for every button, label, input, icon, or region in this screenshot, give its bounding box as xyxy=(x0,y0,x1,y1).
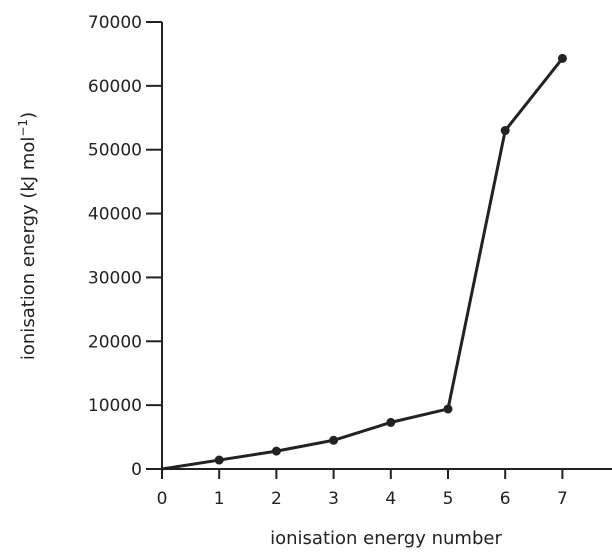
y-tick-label: 30000 xyxy=(88,268,142,288)
y-tick-label: 10000 xyxy=(88,396,142,416)
x-tick-label: 7 xyxy=(557,489,568,509)
data-point xyxy=(386,417,396,427)
y-axis-title-close: ) xyxy=(18,112,39,119)
x-tick-label: 6 xyxy=(500,489,511,509)
y-tick-label: 40000 xyxy=(88,205,142,225)
y-tick-label: 0 xyxy=(131,460,142,480)
data-point xyxy=(500,126,510,136)
data-point xyxy=(329,435,339,445)
x-tick-label: 3 xyxy=(328,489,339,509)
y-axis-title-text: ionisation energy (kJ mol xyxy=(18,137,39,361)
y-tick-label: 60000 xyxy=(88,77,142,97)
x-axis-title: ionisation energy number xyxy=(270,528,502,549)
series-line xyxy=(161,57,564,471)
x-tick-label: 1 xyxy=(214,489,225,509)
data-point xyxy=(214,455,224,465)
data-point xyxy=(557,53,567,63)
x-tick-label: 2 xyxy=(271,489,282,509)
y-tick-label: 70000 xyxy=(88,13,142,33)
data-point xyxy=(271,446,281,456)
y-tick-label: 50000 xyxy=(88,141,142,161)
x-tick-label: 0 xyxy=(157,489,168,509)
data-point xyxy=(443,404,453,414)
y-axis-title: ionisation energy (kJ mol−1) xyxy=(16,112,39,360)
x-tick-label: 4 xyxy=(385,489,396,509)
y-axis-ticks: 0 10000 20000 30000 40000 50000 60000 70000 xyxy=(88,13,162,480)
y-tick-label: 20000 xyxy=(88,332,142,352)
x-tick-label: 5 xyxy=(443,489,454,509)
y-axis-title-superscript: −1 xyxy=(16,119,30,137)
x-axis-ticks: 0 1 2 3 4 5 6 7 xyxy=(157,469,568,509)
series-group xyxy=(161,53,567,471)
